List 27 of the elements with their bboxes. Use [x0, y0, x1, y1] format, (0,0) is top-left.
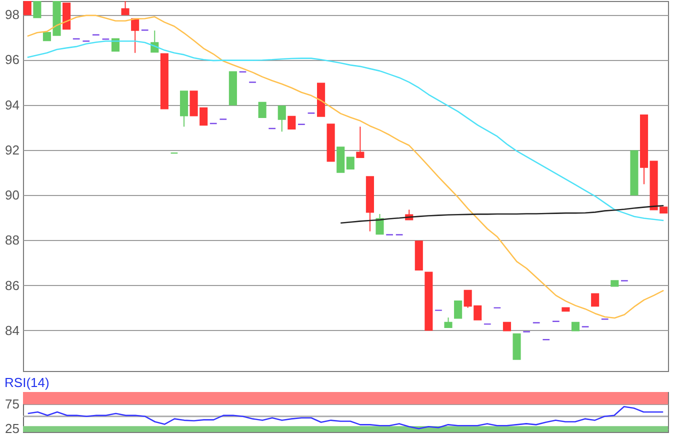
line-series	[26, 14, 664, 319]
y-tick-label: 75	[5, 396, 20, 412]
line-series	[26, 40, 664, 222]
chart-title: RSI(14)	[4, 375, 50, 390]
candlestick	[33, 1, 42, 18]
candlestick	[346, 156, 354, 170]
candlestick	[356, 126, 364, 158]
y-tick-label: 88	[5, 232, 20, 248]
line-series	[27, 406, 664, 430]
candlestick	[288, 116, 296, 130]
candlestick	[121, 1, 130, 16]
y-tick-label: 92	[5, 142, 20, 158]
y-tick-label: 86	[5, 278, 20, 293]
y-tick-label: 25	[5, 421, 20, 436]
y-tick-label: 94	[5, 97, 20, 112]
y-tick-label: 96	[5, 52, 20, 68]
candlestick	[131, 18, 140, 54]
candlestick	[454, 300, 462, 319]
candlestick	[278, 106, 286, 132]
candlestick	[23, 1, 32, 16]
candlestick	[444, 317, 452, 328]
y-tick-label: 98	[5, 7, 20, 22]
candlestick	[258, 102, 266, 118]
y-tick-label: 84	[5, 322, 20, 338]
candlestick	[376, 213, 384, 235]
y-tick-label: 90	[5, 188, 20, 203]
candlestick	[591, 293, 600, 307]
